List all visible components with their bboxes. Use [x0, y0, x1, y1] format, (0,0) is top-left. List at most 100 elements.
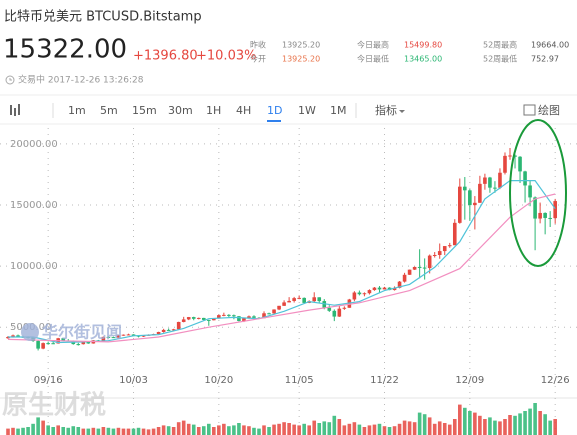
volume-bar: [91, 427, 96, 435]
stat-label: 昨收: [250, 40, 266, 50]
volume-bar: [186, 423, 191, 435]
candle-body: [247, 316, 251, 319]
candle-body: [302, 297, 306, 303]
candle-body: [488, 177, 492, 188]
candle-body: [437, 251, 442, 255]
candle-body: [116, 335, 121, 338]
x-tick-label: 11/05: [285, 375, 314, 386]
volume-bar: [196, 427, 201, 435]
volume-bar: [106, 427, 111, 435]
candle-body: [272, 309, 276, 314]
toolbar-icon[interactable]: [10, 104, 20, 116]
period-button[interactable]: 1m: [68, 104, 86, 117]
highlight-ellipse: [509, 119, 567, 267]
candle-body: [277, 305, 281, 310]
candle-body: [287, 300, 291, 303]
candle-body: [101, 336, 106, 341]
volume-bar: [11, 427, 15, 435]
candle-body: [212, 318, 216, 321]
candle-body: [337, 308, 342, 317]
volume-bar: [458, 404, 462, 435]
volume-bar: [131, 428, 136, 435]
volume-bar: [61, 427, 66, 435]
volume-bar: [437, 421, 442, 435]
candle-body: [458, 186, 462, 223]
volume-bar: [543, 414, 547, 435]
candle-body: [412, 266, 417, 270]
volume-bar: [382, 426, 387, 435]
candle-body: [196, 317, 201, 319]
candle-body: [207, 319, 211, 321]
period-button[interactable]: 1D: [267, 104, 282, 117]
period-button[interactable]: 30m: [168, 104, 193, 117]
period-button[interactable]: 5m: [100, 104, 118, 117]
volume-bar: [252, 427, 256, 435]
volume-bar: [357, 424, 362, 435]
volume-bar: [21, 427, 25, 435]
watermark-logo: [21, 323, 39, 341]
volume-bar: [483, 419, 487, 435]
period-button[interactable]: 1W: [298, 104, 316, 117]
candle-body: [327, 307, 332, 311]
volume-bar: [41, 420, 45, 435]
volume-bar: [417, 412, 422, 435]
volume-bar: [81, 428, 86, 435]
candle-body: [493, 187, 497, 189]
period-button[interactable]: 1M: [330, 104, 347, 117]
candle-body: [362, 293, 367, 295]
candle-body: [332, 310, 337, 317]
volume-bar: [538, 411, 542, 435]
candle-body: [483, 177, 487, 184]
volume-bar: [26, 427, 30, 435]
candle-body: [513, 155, 517, 157]
x-tick-label: 09/16: [34, 375, 63, 386]
stat-label: 今日最低: [357, 54, 389, 64]
volume-bar: [212, 427, 216, 435]
volume-bar: [447, 424, 452, 435]
volume-bar: [337, 419, 342, 435]
period-button[interactable]: 4H: [236, 104, 251, 117]
candle-body: [6, 337, 10, 339]
volume-bar: [191, 424, 196, 435]
clock-icon: [5, 75, 15, 85]
volume-bar: [277, 423, 281, 435]
volume-bar: [71, 426, 76, 435]
period-button[interactable]: 1H: [206, 104, 221, 117]
volume-bar: [307, 425, 311, 435]
candle-body: [292, 298, 296, 301]
period-button[interactable]: 15m: [132, 104, 157, 117]
stat-label: 52周最低: [483, 54, 517, 64]
candle-body: [166, 329, 171, 331]
candle-body: [422, 267, 427, 269]
candle-body: [322, 301, 327, 308]
volume-bar: [327, 422, 332, 435]
candle-body: [217, 315, 221, 319]
volume-bar: [493, 420, 497, 435]
volume-bar: [463, 407, 467, 435]
volume-bar: [342, 425, 347, 435]
candle-body: [377, 287, 382, 290]
volume-bar: [16, 428, 20, 435]
candle-body: [36, 341, 40, 349]
candle-body: [11, 335, 15, 337]
x-tick-label: 11/22: [370, 375, 399, 386]
draw-button[interactable]: 绘图: [538, 103, 560, 117]
volume-bar: [402, 420, 407, 435]
volume-bar: [317, 423, 322, 435]
candle-body: [297, 297, 301, 299]
volume-bar: [533, 403, 537, 435]
volume-bar: [151, 428, 156, 435]
volume-bar: [503, 419, 507, 435]
candle-body: [176, 321, 181, 330]
volume-bar: [166, 426, 171, 435]
change-pct: +10.03%: [196, 49, 256, 64]
volume-bar: [171, 427, 176, 435]
indicator-button[interactable]: 指标: [375, 103, 397, 117]
candle-body: [518, 156, 522, 172]
volume-bar: [111, 428, 116, 435]
volume-bar: [136, 427, 141, 435]
candle-body: [402, 274, 407, 282]
volume-bar: [51, 427, 55, 435]
candle-body: [473, 202, 477, 206]
